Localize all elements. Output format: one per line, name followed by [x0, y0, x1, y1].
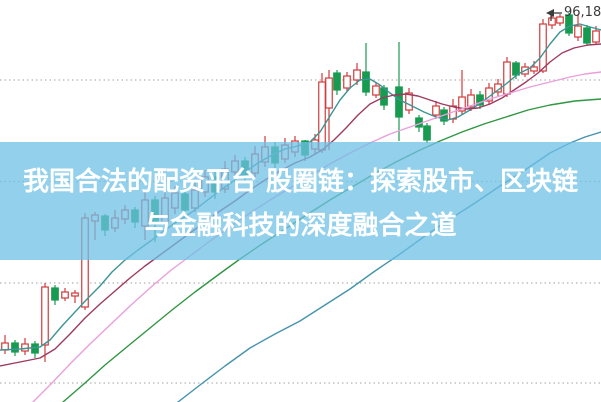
title-line-2: 与金融科技的深度融合之道: [144, 211, 457, 241]
title-overlay-band: 我国合法的配资平台 股圈链：探索股市、区块链 与金融科技的深度融合之道: [0, 142, 601, 260]
price-annotation-label: 96,18: [564, 5, 601, 20]
title-line-1: 我国合法的配资平台 股圈链：探索股市、区块链: [22, 167, 579, 197]
